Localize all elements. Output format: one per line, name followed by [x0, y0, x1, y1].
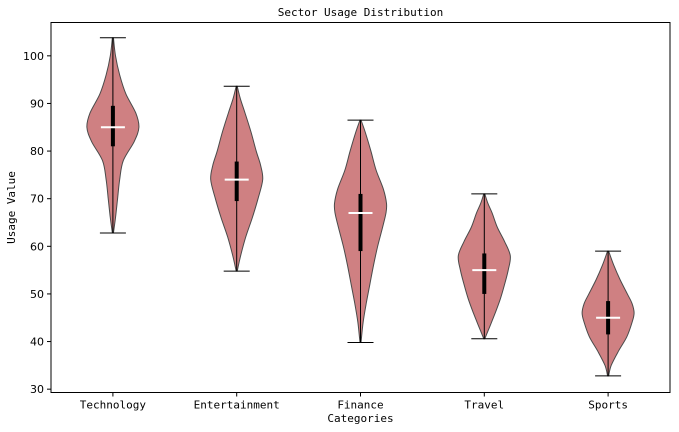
- y-tick-label: 60: [30, 240, 44, 253]
- x-tick-label: Sports: [588, 399, 628, 412]
- y-tick-label: 80: [30, 145, 44, 158]
- y-tick-label: 100: [23, 50, 44, 63]
- y-tick-label: 40: [30, 336, 44, 349]
- y-tick-label: 50: [30, 288, 44, 301]
- x-tick-label: Travel: [464, 399, 504, 412]
- plot-area: [86, 37, 635, 377]
- axes: 30 40 50 60 70 80 90 100 Technology Entertainment…: [23, 50, 628, 412]
- x-tick-label: Finance: [337, 399, 383, 412]
- y-axis-label: Usage Value: [5, 171, 18, 244]
- y-tick-label: 30: [30, 383, 44, 396]
- y-tick-label: 70: [30, 193, 44, 206]
- x-tick-label: Technology: [80, 399, 147, 412]
- x-axis-label: Categories: [327, 412, 393, 425]
- y-tick-label: 90: [30, 97, 44, 110]
- x-tick-label: Entertainment: [194, 399, 280, 412]
- chart-title: Sector Usage Distribution: [278, 6, 444, 19]
